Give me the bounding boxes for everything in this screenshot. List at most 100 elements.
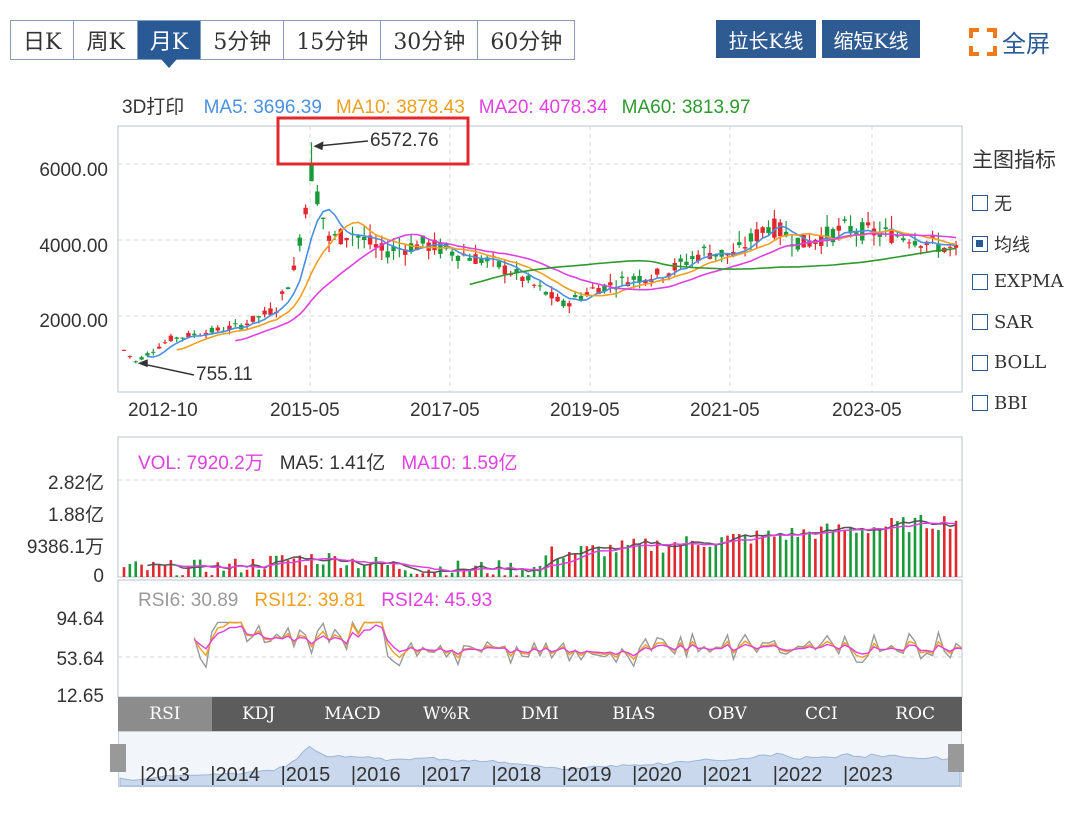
navigator-year-9: |2022 bbox=[772, 764, 823, 786]
indicator-option-0[interactable]: 无 bbox=[972, 190, 1012, 216]
candle-body bbox=[883, 227, 888, 229]
fullscreen-button[interactable]: 全屏 bbox=[968, 24, 1050, 59]
volume-bar bbox=[304, 565, 307, 577]
checkbox-icon[interactable] bbox=[972, 354, 988, 371]
volume-bar bbox=[333, 556, 337, 577]
volume-bar bbox=[526, 575, 530, 577]
volume-bar bbox=[444, 575, 448, 577]
candle-body bbox=[549, 292, 554, 299]
checkbox-icon[interactable] bbox=[972, 235, 988, 252]
volume-bar bbox=[696, 545, 700, 577]
volume-bar bbox=[567, 552, 571, 577]
volume-bar bbox=[626, 545, 630, 577]
ma-legend-item-2: MA20: 4078.34 bbox=[478, 97, 608, 118]
indicator-option-5[interactable]: BBI bbox=[972, 393, 1028, 414]
candle-body bbox=[947, 246, 953, 248]
checkbox-icon[interactable] bbox=[972, 273, 988, 290]
candle-body bbox=[953, 245, 959, 248]
tab-period-3[interactable]: 5分钟 bbox=[201, 21, 285, 59]
volume-bar bbox=[661, 552, 665, 577]
candle-body bbox=[842, 219, 847, 221]
tab-period-1[interactable]: 周K bbox=[74, 21, 138, 59]
candle-body bbox=[555, 296, 560, 302]
indicator-tab-kdj[interactable]: KDJ bbox=[242, 704, 276, 724]
candle-body bbox=[227, 325, 232, 330]
rsi24-line bbox=[193, 624, 962, 657]
volume-bar bbox=[239, 572, 243, 577]
candle-body bbox=[467, 257, 472, 261]
volume-bar bbox=[198, 559, 202, 577]
navigator-left-handle[interactable] bbox=[110, 744, 126, 772]
x-tick-2019-05: 2019-05 bbox=[550, 400, 620, 421]
volume-bar bbox=[691, 540, 694, 577]
vol-tick-0: 0 bbox=[93, 566, 104, 587]
indicator-tab-macd[interactable]: MACD bbox=[324, 704, 381, 724]
volume-bar bbox=[151, 561, 155, 577]
indicator-option-1[interactable]: 均线 bbox=[972, 231, 1030, 257]
volume-bar bbox=[351, 558, 354, 577]
navigator-year-10: |2023 bbox=[843, 764, 893, 786]
tab-period-2[interactable]: 月K bbox=[137, 21, 202, 68]
candle-body bbox=[156, 346, 162, 349]
volume-bar bbox=[884, 526, 887, 577]
candle-body bbox=[209, 327, 215, 333]
volume-bar bbox=[708, 546, 712, 577]
indicator-option-3[interactable]: SAR bbox=[972, 312, 1033, 333]
candle-body bbox=[244, 323, 250, 326]
shrink-kline-button[interactable]: 缩短K线 bbox=[822, 20, 920, 58]
volume-bar bbox=[222, 570, 225, 577]
indicator-tab-cci[interactable]: CCI bbox=[804, 704, 838, 724]
candle-body bbox=[795, 237, 801, 250]
candle-body bbox=[631, 276, 636, 280]
indicator-option-label: BBI bbox=[994, 392, 1028, 414]
indicator-tab-rsi[interactable]: RSI bbox=[118, 697, 212, 731]
candle-body bbox=[596, 287, 601, 295]
candle-body bbox=[567, 303, 572, 307]
indicator-tab-dmi[interactable]: DMI bbox=[521, 704, 559, 724]
volume-bar bbox=[655, 540, 659, 577]
candle-body bbox=[895, 235, 900, 237]
candle-body bbox=[695, 254, 701, 262]
indicator-tab-bias[interactable]: BIAS bbox=[612, 704, 656, 724]
checkbox-icon[interactable] bbox=[972, 195, 988, 211]
checkbox-icon[interactable] bbox=[972, 395, 988, 411]
volume-bar bbox=[187, 565, 190, 577]
volume-bar bbox=[913, 517, 917, 577]
candle-body bbox=[742, 247, 748, 249]
volume-bar bbox=[819, 526, 823, 577]
indicator-option-4[interactable]: BOLL bbox=[972, 352, 1046, 373]
candle-body bbox=[584, 292, 590, 296]
candle-body bbox=[936, 243, 941, 252]
volume-bar bbox=[427, 569, 430, 577]
indicator-tab-wr[interactable]: W%R bbox=[423, 704, 470, 724]
fullscreen-icon bbox=[969, 27, 997, 56]
volume-bar bbox=[321, 564, 325, 577]
navigator-right-handle[interactable] bbox=[948, 744, 964, 772]
volume-bar bbox=[925, 528, 929, 577]
candle-body bbox=[279, 291, 285, 294]
tab-period-5[interactable]: 30分钟 bbox=[381, 21, 479, 59]
indicator-option-label: 均线 bbox=[994, 234, 1030, 256]
candle-body bbox=[362, 237, 367, 241]
high-arrow bbox=[315, 140, 369, 147]
x-tick-2012-10: 2012-10 bbox=[128, 400, 198, 421]
highlight-box bbox=[276, 116, 470, 166]
tab-period-0[interactable]: 日K bbox=[11, 21, 75, 59]
indicator-tab-roc[interactable]: ROC bbox=[895, 704, 936, 724]
volume-bar bbox=[474, 565, 477, 577]
volume-bar bbox=[175, 575, 179, 577]
volume-bar bbox=[907, 532, 911, 577]
checkbox-icon[interactable] bbox=[972, 314, 988, 330]
volume-bar bbox=[468, 570, 471, 577]
indicator-tab-obv[interactable]: OBV bbox=[708, 704, 747, 724]
stretch-kline-button[interactable]: 拉长K线 bbox=[716, 20, 816, 58]
volume-bar bbox=[796, 536, 800, 577]
candle-body bbox=[783, 231, 789, 237]
candle-body bbox=[666, 273, 672, 277]
vol-legend-item-2: MA10: 1.59亿 bbox=[401, 453, 518, 474]
indicator-option-2[interactable]: EXPMA bbox=[972, 271, 1064, 292]
tab-period-6[interactable]: 60分钟 bbox=[478, 21, 575, 59]
volume-bar bbox=[831, 532, 835, 577]
tab-period-4[interactable]: 15分钟 bbox=[284, 21, 382, 59]
